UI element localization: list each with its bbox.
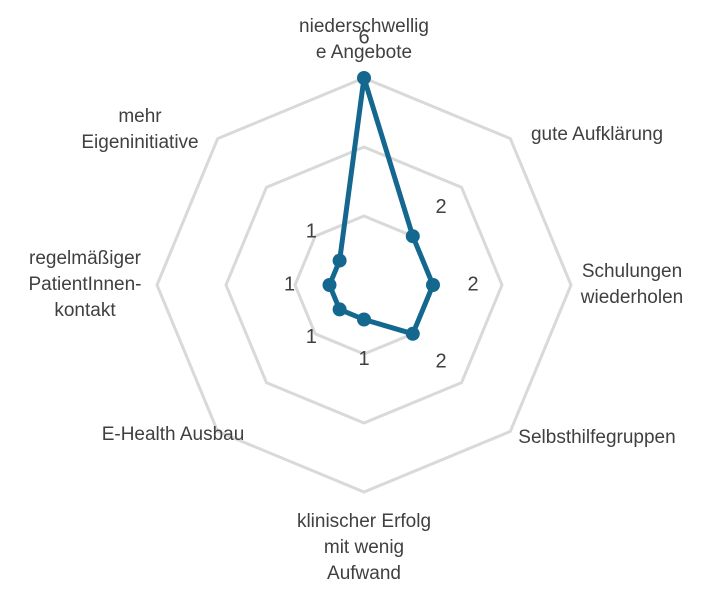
data-label: 1 bbox=[306, 221, 317, 243]
data-point bbox=[322, 278, 337, 292]
data-point bbox=[405, 326, 420, 341]
data-label: 1 bbox=[358, 348, 369, 370]
data-label: 1 bbox=[284, 273, 295, 295]
series-line bbox=[327, 75, 436, 337]
category-label: E-Health Ausbau bbox=[101, 424, 245, 445]
data-label: 2 bbox=[436, 350, 447, 372]
data-point bbox=[332, 302, 347, 317]
data-label: 1 bbox=[306, 326, 317, 348]
category-label: klinischer Erfolg mit wenig Aufwand bbox=[296, 511, 432, 584]
category-label: Schulungen wiederholen bbox=[580, 261, 684, 308]
grid-ring bbox=[224, 145, 504, 425]
data-point bbox=[405, 229, 420, 244]
data-point bbox=[357, 71, 371, 85]
data-point bbox=[357, 312, 371, 327]
data-label: 6 bbox=[358, 26, 369, 48]
data-label: 2 bbox=[436, 196, 447, 218]
grid-ring bbox=[155, 76, 573, 494]
data-point bbox=[426, 278, 440, 292]
category-label: mehr Eigeninitiative bbox=[81, 106, 199, 153]
data-label: 2 bbox=[467, 273, 478, 295]
category-label: regelmäßiger PatientInnen-kontakt bbox=[28, 248, 142, 321]
data-point bbox=[332, 253, 347, 268]
category-label: gute Aufklärung bbox=[530, 124, 664, 145]
category-label: niederschwellige Angebote bbox=[299, 16, 429, 63]
category-label: Selbsthilfegruppen bbox=[518, 427, 676, 448]
